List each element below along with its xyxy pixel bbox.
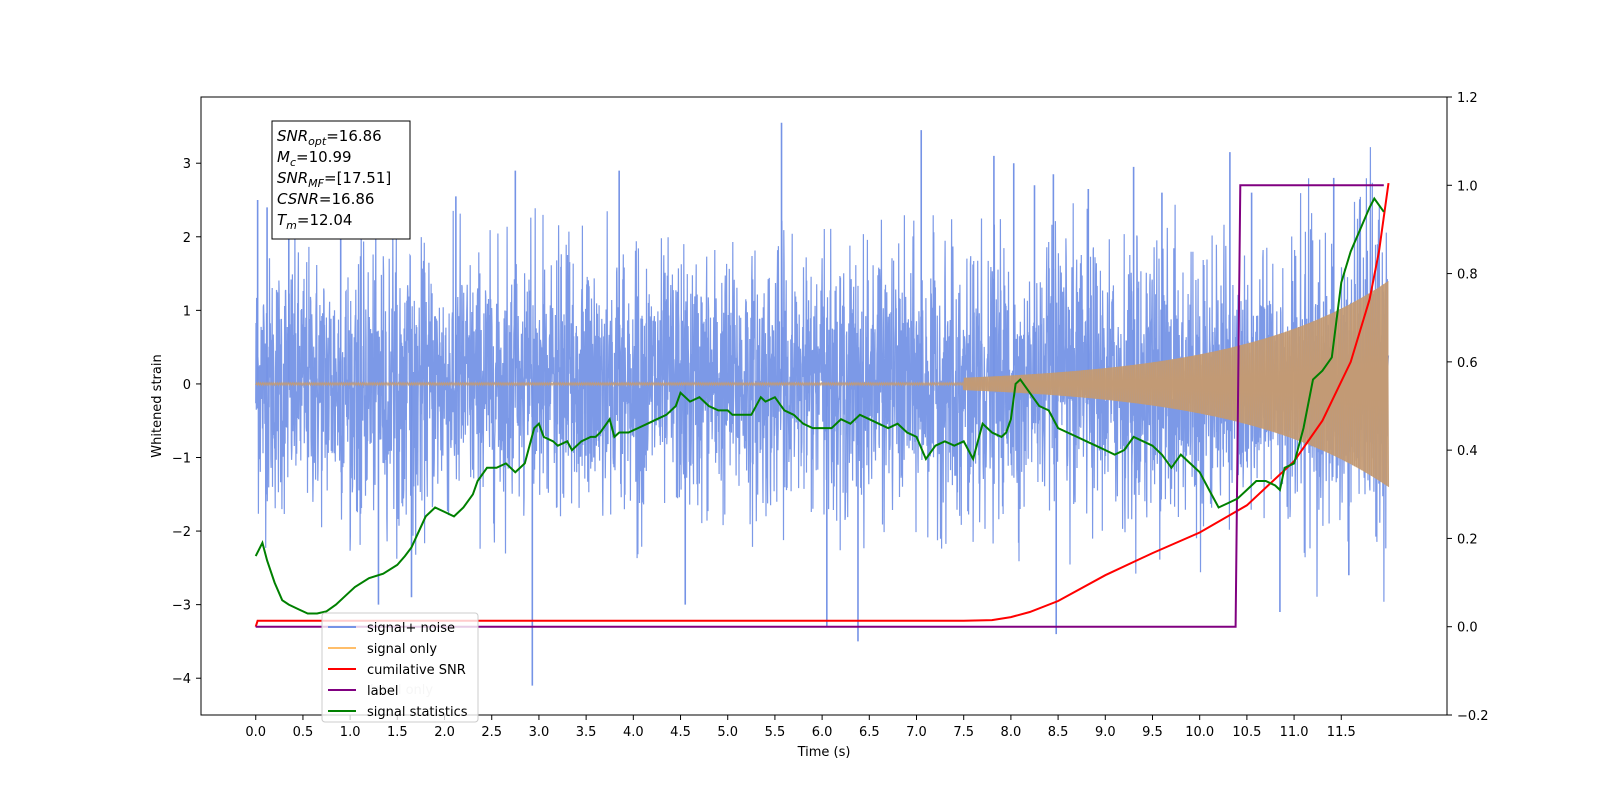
x-tick-label: 11.0 (1280, 725, 1309, 740)
x-tick-label: 4.0 (623, 725, 644, 740)
legend-label: signal only (367, 642, 437, 657)
x-tick-label: 8.5 (1048, 725, 1069, 740)
annotation-symbol: SNR (277, 169, 308, 187)
x-tick-label: 10.5 (1232, 725, 1261, 740)
x-axis-label: Time (s) (797, 745, 851, 760)
annotation-line: SNRopt=16.86 (277, 127, 382, 148)
y-tick-label-right: 0.8 (1457, 268, 1478, 283)
x-tick-label: 4.5 (670, 725, 691, 740)
x-tick-label: 8.0 (1001, 725, 1022, 740)
annotation-frame (271, 120, 411, 240)
y-tick-label-left: −4 (172, 672, 191, 687)
annotation-symbol: CSNR (277, 190, 319, 208)
y-tick-label-left: 2 (183, 231, 191, 246)
axes-frame (200, 96, 1448, 716)
y-tick-label-left: 1 (183, 304, 191, 319)
x-tick-label: 6.5 (859, 725, 880, 740)
x-tick-label: 0.0 (245, 725, 266, 740)
x-tick-label: 9.0 (1095, 725, 1116, 740)
annotation-line: CSNR=16.86 (277, 190, 374, 208)
x-tick-label: 11.5 (1327, 725, 1356, 740)
y-tick-label-left: −1 (172, 452, 191, 467)
y-tick-label-left: −2 (172, 525, 191, 540)
x-tick-label: 2.5 (481, 725, 502, 740)
annotation-value: =16.86 (326, 127, 382, 145)
legend-label: cumilative SNR (367, 663, 466, 678)
annotation-symbol: T (277, 211, 288, 229)
y-tick-label-right: 0.4 (1457, 444, 1478, 459)
x-tick-label: 1.5 (387, 725, 408, 740)
annotation-subscript: MF (308, 177, 324, 190)
y-tick-label-left: 3 (183, 157, 191, 172)
series-line-signal-noise (255, 147, 1390, 602)
y-tick-label-right: 0.6 (1457, 356, 1478, 371)
annotation-line: Mc=10.99 (277, 148, 352, 169)
y-tick-label-left: 0 (183, 378, 191, 393)
ticks-group: 0.0 0.5 1.0 1.5 2.0 2.5 3.0 3.5 4.0 4.5 5.0 5.5 6.0 6… (172, 91, 1489, 740)
legend-label: signal+ noise (367, 621, 455, 636)
x-tick-label: 3.0 (529, 725, 550, 740)
x-tick-label: 0.5 (293, 725, 314, 740)
series-group (254, 122, 1390, 686)
x-tick-label: 5.5 (765, 725, 786, 740)
x-tick-label: 5.0 (717, 725, 738, 740)
y-axis-label: Whitened strain (150, 354, 165, 457)
x-tick-label: 9.5 (1142, 725, 1163, 740)
annotation-line: SNRMF=[17.51] (277, 169, 391, 190)
annotation-value: =10.99 (296, 148, 352, 166)
legend-frame (321, 612, 479, 723)
y-tick-label-right: 0.0 (1457, 621, 1478, 636)
annotation-value: =12.04 (297, 211, 353, 229)
annotation-box: SNRopt=16.86Mc=10.99SNRMF=[17.51]CSNR=16… (271, 120, 411, 240)
signal-only-envelope (963, 280, 1389, 487)
axes-spine-group (200, 96, 1448, 716)
annotation-subscript: opt (308, 135, 327, 148)
x-tick-label: 6.0 (812, 725, 833, 740)
legend-label: signal statistics (367, 705, 468, 720)
y-tick-label-right: 0.2 (1457, 532, 1478, 547)
x-tick-label: 3.5 (576, 725, 597, 740)
x-tick-label: 10.0 (1185, 725, 1214, 740)
y-tick-label-left: −3 (172, 599, 191, 614)
x-tick-label: 1.0 (340, 725, 361, 740)
series-line-cumulative-snr (254, 182, 1390, 628)
x-tick-label: 7.0 (906, 725, 927, 740)
y-tick-label-right: 1.2 (1457, 91, 1478, 106)
annotation-line: Tm=12.04 (277, 211, 352, 232)
annotation-symbol: M (277, 148, 290, 166)
y-tick-label-right: −0.2 (1457, 709, 1489, 724)
legend-label: label (367, 684, 398, 699)
x-tick-label: 7.5 (953, 725, 974, 740)
annotation-subscript: c (290, 156, 296, 169)
x-tick-label: 2.0 (434, 725, 455, 740)
annotation-value: =[17.51] (324, 169, 391, 187)
series-line-signal-statistics (254, 196, 1385, 615)
y-tick-label-right: 1.0 (1457, 179, 1478, 194)
series-line-label (255, 184, 1384, 628)
annotation-symbol: SNR (277, 127, 308, 145)
annotation-value: =16.86 (319, 190, 375, 208)
annotation-subscript: m (286, 219, 297, 232)
